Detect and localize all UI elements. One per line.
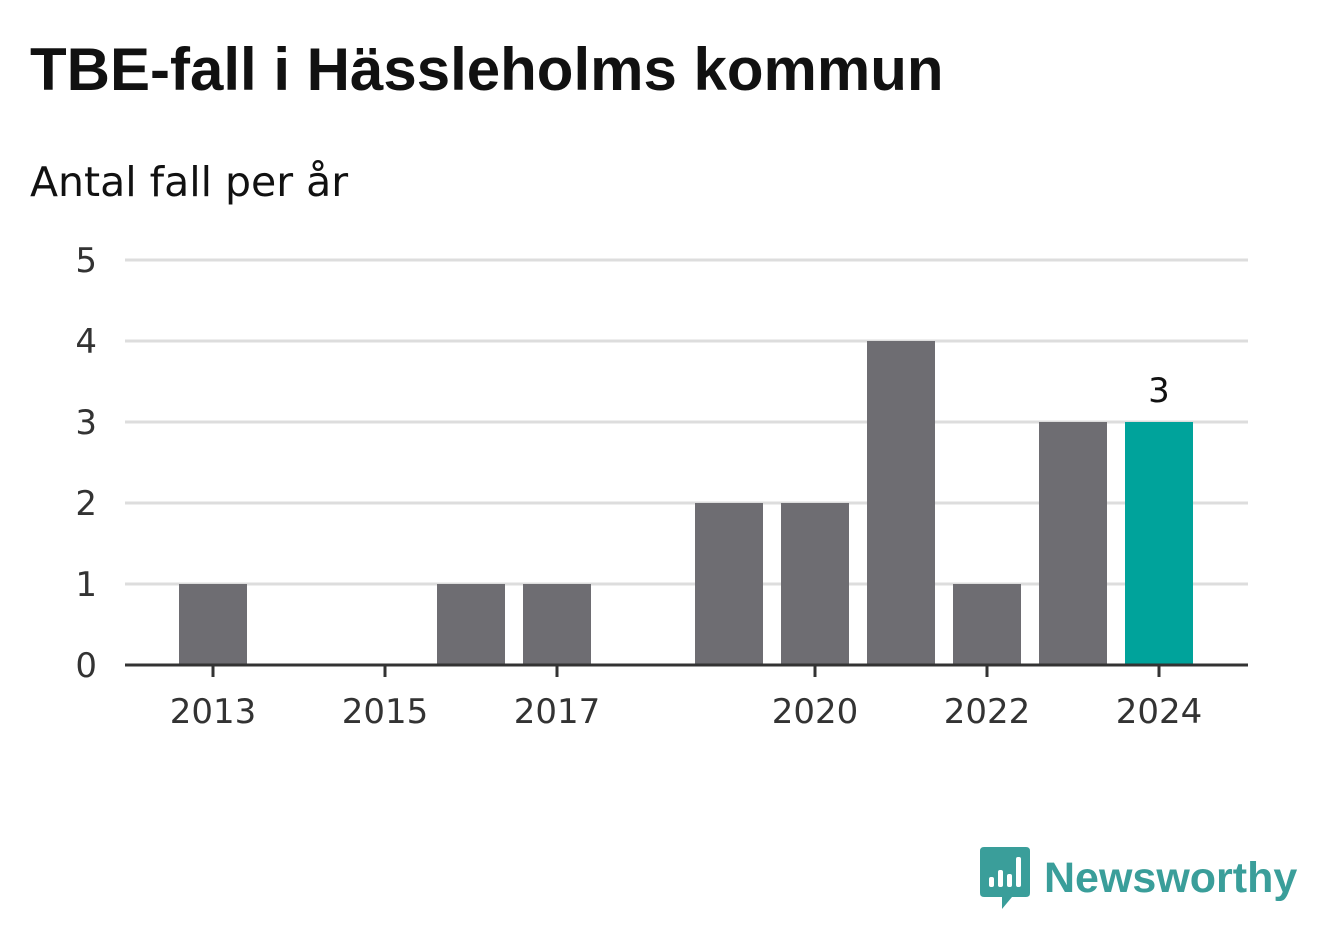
data-label: 3 <box>1148 371 1170 411</box>
y-tick-label: 0 <box>75 646 97 686</box>
bar-2024 <box>1125 422 1193 665</box>
bar-2021 <box>867 341 935 665</box>
x-tick-label: 2024 <box>1116 692 1203 732</box>
data-labels: 3 <box>1148 371 1170 411</box>
bars <box>179 341 1193 665</box>
bar-2016 <box>437 584 505 665</box>
bar-2019 <box>695 503 763 665</box>
y-tick-label: 5 <box>75 241 97 281</box>
brand: Newsworthy <box>980 846 1297 910</box>
y-axis-ticks: 0 1 2 3 4 5 <box>75 241 97 686</box>
bar-2020 <box>781 503 849 665</box>
y-tick-label: 3 <box>75 403 97 443</box>
x-tick-label: 2022 <box>944 692 1031 732</box>
bar-2022 <box>953 584 1021 665</box>
chart-subtitle: Antal fall per år <box>30 158 349 206</box>
chart-title: TBE-fall i Hässleholms kommun <box>30 36 944 103</box>
x-tick-label: 2013 <box>170 692 257 732</box>
y-tick-label: 2 <box>75 484 97 524</box>
y-tick-label: 1 <box>75 565 97 605</box>
brand-name: Newsworthy <box>1044 853 1298 902</box>
bar-2017 <box>523 584 591 665</box>
x-axis: 2013 2015 2017 2020 2022 2024 <box>125 663 1248 732</box>
bar-2023 <box>1039 422 1107 665</box>
x-tick-label: 2015 <box>342 692 429 732</box>
y-tick-label: 4 <box>75 322 97 362</box>
bar-2013 <box>179 584 247 665</box>
x-tick-label: 2020 <box>772 692 859 732</box>
x-tick-label: 2017 <box>514 692 601 732</box>
bar-chart: 0 1 2 3 4 5 3 2013 2015 2017 2020 2022 2024 <box>75 241 1248 732</box>
newsworthy-logo-icon <box>980 847 1030 909</box>
